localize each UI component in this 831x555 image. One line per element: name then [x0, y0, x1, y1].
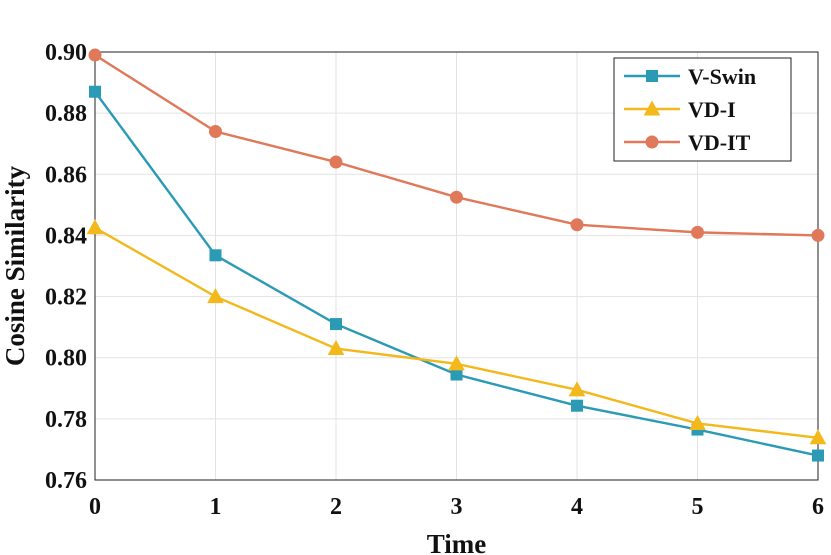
- data-point: [448, 355, 465, 371]
- data-point: [691, 225, 704, 239]
- x-axis-title: Time: [427, 529, 487, 555]
- data-point: [689, 414, 706, 430]
- x-tick-label: 6: [812, 494, 824, 520]
- data-point: [330, 318, 342, 331]
- y-tick-label: 0.78: [45, 407, 87, 433]
- series-layer: [86, 48, 827, 462]
- legend-marker: [643, 100, 661, 116]
- x-tick-label: 5: [692, 494, 704, 520]
- y-tick-label: 0.76: [45, 468, 87, 494]
- legend-item: V-Swin: [624, 64, 756, 89]
- plot-area: [94, 51, 819, 481]
- data-point: [88, 48, 102, 62]
- y-tick-label: 0.86: [45, 162, 87, 188]
- data-point: [809, 429, 827, 445]
- data-point: [209, 124, 222, 138]
- data-point: [450, 368, 463, 381]
- data-point: [86, 219, 104, 235]
- y-axis-title: Cosine Similarity: [0, 165, 30, 366]
- legend-label: VD-I: [688, 97, 736, 122]
- legend-marker: [645, 135, 659, 149]
- legend-item: VD-I: [624, 97, 736, 122]
- y-tick-label: 0.88: [45, 101, 87, 127]
- x-tick-label: 2: [330, 494, 342, 520]
- y-tick-label: 0.84: [45, 223, 87, 249]
- data-point: [89, 85, 101, 98]
- data-point: [207, 288, 224, 304]
- x-tick-label: 3: [451, 494, 463, 520]
- x-axis-ticks: 0 1 2 3 4 5 6: [89, 494, 824, 520]
- data-point: [450, 190, 463, 204]
- data-point: [570, 218, 584, 232]
- data-point: [209, 249, 222, 262]
- x-tick-label: 1: [210, 494, 222, 520]
- legend-label: VD-IT: [688, 130, 751, 155]
- data-point: [329, 155, 343, 169]
- series-vd-i: [86, 219, 827, 445]
- data-point: [812, 449, 824, 462]
- data-point: [327, 340, 345, 356]
- y-axis-ticks: 0.76 0.78 0.80 0.82 0.84 0.86 0.88 0.90: [45, 40, 87, 494]
- series-vd-it: [88, 48, 825, 242]
- y-tick-label: 0.82: [45, 285, 87, 311]
- y-tick-label: 0.80: [45, 346, 87, 372]
- legend-label: V-Swin: [688, 64, 756, 89]
- x-tick-label: 0: [89, 494, 101, 520]
- x-tick-label: 4: [571, 494, 583, 520]
- data-point: [811, 228, 825, 242]
- data-point: [571, 399, 583, 412]
- y-tick-label: 0.90: [45, 40, 87, 66]
- legend-item: VD-IT: [624, 130, 751, 155]
- legend: V-Swin VD-I VD-IT: [613, 57, 792, 162]
- data-point: [568, 381, 586, 397]
- legend-marker: [646, 70, 658, 82]
